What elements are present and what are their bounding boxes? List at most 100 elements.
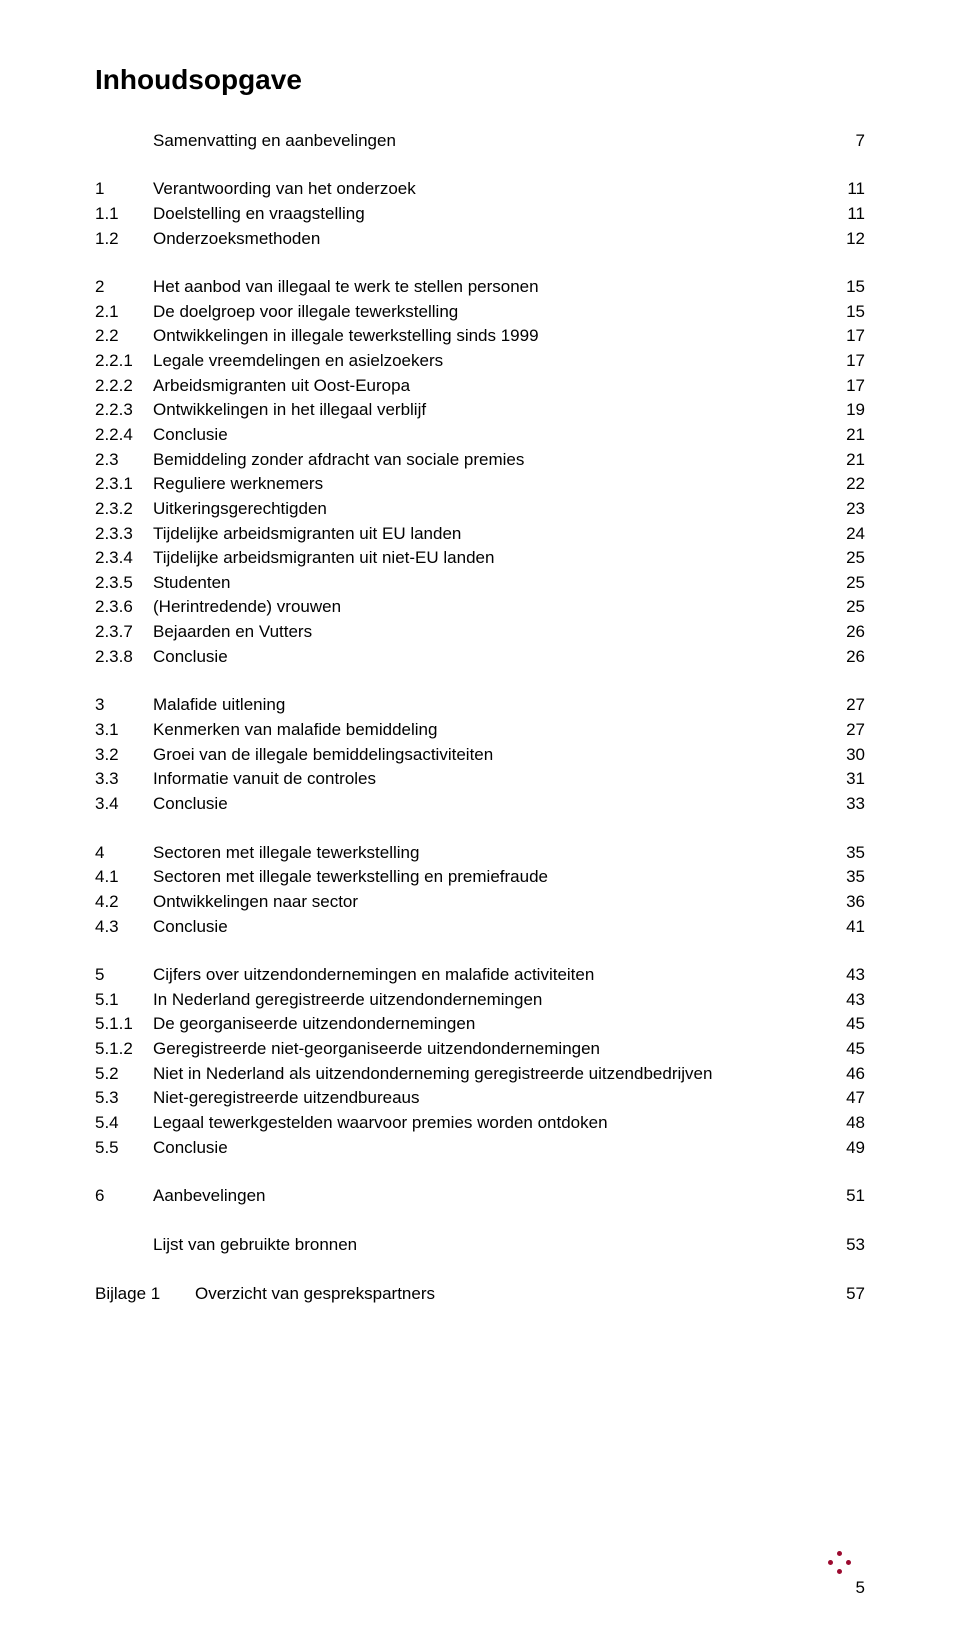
toc-num: 5.1.1 <box>95 1012 153 1037</box>
toc-num: 5.1.2 <box>95 1037 153 1062</box>
toc-num: 2.3 <box>95 448 153 473</box>
toc-text: Conclusie <box>153 792 825 817</box>
toc-page: 26 <box>825 620 865 645</box>
toc-page: 41 <box>825 915 865 940</box>
toc-text: Reguliere werknemers <box>153 472 825 497</box>
toc-page: 25 <box>825 571 865 596</box>
toc-page: 17 <box>825 349 865 374</box>
toc-page: 22 <box>825 472 865 497</box>
toc-tail-block: Lijst van gebruikte bronnen 53 <box>95 1233 865 1258</box>
toc-row-item: 5.1In Nederland geregistreerde uitzendon… <box>95 988 865 1013</box>
toc-row-appendix: Bijlage 1 Overzicht van gesprekspartners… <box>95 1282 865 1307</box>
toc-text: Conclusie <box>153 915 825 940</box>
toc-row-summary: Samenvatting en aanbevelingen 7 <box>95 129 865 154</box>
toc-row-section: 5Cijfers over uitzendondernemingen en ma… <box>95 963 865 988</box>
toc-page: 11 <box>825 177 865 202</box>
toc-num: 1.1 <box>95 202 153 227</box>
toc-page: 25 <box>825 595 865 620</box>
toc-text: Aanbevelingen <box>153 1184 825 1209</box>
toc-text: Ontwikkelingen in het illegaal verblijf <box>153 398 825 423</box>
toc-num: 1 <box>95 177 153 202</box>
toc-row-item: 4.2Ontwikkelingen naar sector36 <box>95 890 865 915</box>
toc-page: 23 <box>825 497 865 522</box>
toc-section-block: 1Verantwoording van het onderzoek111.1Do… <box>95 177 865 251</box>
toc-text: Groei van de illegale bemiddelingsactivi… <box>153 743 825 768</box>
toc-row-section: 4Sectoren met illegale tewerkstelling35 <box>95 841 865 866</box>
toc-text: Tijdelijke arbeidsmigranten uit EU lande… <box>153 522 825 547</box>
toc-row-item: 5.2Niet in Nederland als uitzendondernem… <box>95 1062 865 1087</box>
toc-text: Kenmerken van malafide bemiddeling <box>153 718 825 743</box>
toc-text: Legaal tewerkgestelden waarvoor premies … <box>153 1111 825 1136</box>
toc-text: Sectoren met illegale tewerkstelling <box>153 841 825 866</box>
toc-text: (Herintredende) vrouwen <box>153 595 825 620</box>
toc-row-item: 5.1.1De georganiseerde uitzendondernemin… <box>95 1012 865 1037</box>
toc-sections: 1Verantwoording van het onderzoek111.1Do… <box>95 177 865 1209</box>
toc-text: Arbeidsmigranten uit Oost-Europa <box>153 374 825 399</box>
toc-num: 4.1 <box>95 865 153 890</box>
toc-page: 19 <box>825 398 865 423</box>
toc-row-item: 5.1.2Geregistreerde niet-georganiseerde … <box>95 1037 865 1062</box>
toc-row-section: 6Aanbevelingen51 <box>95 1184 865 1209</box>
toc-row-item: 2.2Ontwikkelingen in illegale tewerkstel… <box>95 324 865 349</box>
toc-page: 7 <box>825 129 865 154</box>
toc-text: Het aanbod van illegaal te werk te stell… <box>153 275 825 300</box>
toc-num: 5 <box>95 963 153 988</box>
toc-page: 31 <box>825 767 865 792</box>
toc-row-item: 1.1Doelstelling en vraagstelling11 <box>95 202 865 227</box>
toc-page: 57 <box>825 1282 865 1307</box>
toc-num: 2.3.7 <box>95 620 153 645</box>
toc-row-section: 1Verantwoording van het onderzoek11 <box>95 177 865 202</box>
toc-page: 35 <box>825 841 865 866</box>
toc-text: Conclusie <box>153 423 825 448</box>
toc-text: Onderzoeksmethoden <box>153 227 825 252</box>
toc-page: 35 <box>825 865 865 890</box>
toc-page: 46 <box>825 1062 865 1087</box>
toc-text: Doelstelling en vraagstelling <box>153 202 825 227</box>
toc-text: Sectoren met illegale tewerkstelling en … <box>153 865 825 890</box>
toc-row-item: 2.2.4Conclusie21 <box>95 423 865 448</box>
toc-text: Ontwikkelingen naar sector <box>153 890 825 915</box>
toc-page: 43 <box>825 988 865 1013</box>
toc-row-item: 1.2Onderzoeksmethoden12 <box>95 227 865 252</box>
toc-num: 2.3.1 <box>95 472 153 497</box>
toc-text: Studenten <box>153 571 825 596</box>
toc-row-item: 3.3Informatie vanuit de controles31 <box>95 767 865 792</box>
toc-num: 2.2.3 <box>95 398 153 423</box>
toc-num: 5.3 <box>95 1086 153 1111</box>
toc-page: 53 <box>825 1233 865 1258</box>
toc-text: Geregistreerde niet-georganiseerde uitze… <box>153 1037 825 1062</box>
toc-row-item: 2.1De doelgroep voor illegale tewerkstel… <box>95 300 865 325</box>
toc-num: 2.3.8 <box>95 645 153 670</box>
toc-page: 45 <box>825 1012 865 1037</box>
toc-text: De georganiseerde uitzendondernemingen <box>153 1012 825 1037</box>
toc-page: 45 <box>825 1037 865 1062</box>
toc-text: Verantwoording van het onderzoek <box>153 177 825 202</box>
page-number: 5 <box>856 1576 865 1601</box>
toc-page: 15 <box>825 300 865 325</box>
toc-section-block: 5Cijfers over uitzendondernemingen en ma… <box>95 963 865 1160</box>
toc-text: Overzicht van gesprekspartners <box>195 1282 825 1307</box>
toc-row-item: 2.3.2Uitkeringsgerechtigden23 <box>95 497 865 522</box>
toc-text: Legale vreemdelingen en asielzoekers <box>153 349 825 374</box>
toc-summary-block: Samenvatting en aanbevelingen 7 <box>95 129 865 154</box>
toc-num: 2.2 <box>95 324 153 349</box>
toc-num: 6 <box>95 1184 153 1209</box>
toc-page: 25 <box>825 546 865 571</box>
toc-text: Conclusie <box>153 1136 825 1161</box>
toc-row-item: 2.3.3Tijdelijke arbeidsmigranten uit EU … <box>95 522 865 547</box>
footer-ornament-icon <box>828 1551 852 1575</box>
toc-num: 2.1 <box>95 300 153 325</box>
toc-page: 49 <box>825 1136 865 1161</box>
toc-section-block: 3Malafide uitlening273.1Kenmerken van ma… <box>95 693 865 816</box>
toc-row-item: 3.4Conclusie33 <box>95 792 865 817</box>
toc-row-item: 2.3.8Conclusie26 <box>95 645 865 670</box>
toc-num: 5.5 <box>95 1136 153 1161</box>
toc-page: 43 <box>825 963 865 988</box>
toc-row-item: 2.3.5Studenten25 <box>95 571 865 596</box>
toc-num: 2.3.2 <box>95 497 153 522</box>
toc-num: 2.2.4 <box>95 423 153 448</box>
toc-num: 3 <box>95 693 153 718</box>
toc-num: 2.2.1 <box>95 349 153 374</box>
toc-num: 3.3 <box>95 767 153 792</box>
toc-page: 15 <box>825 275 865 300</box>
